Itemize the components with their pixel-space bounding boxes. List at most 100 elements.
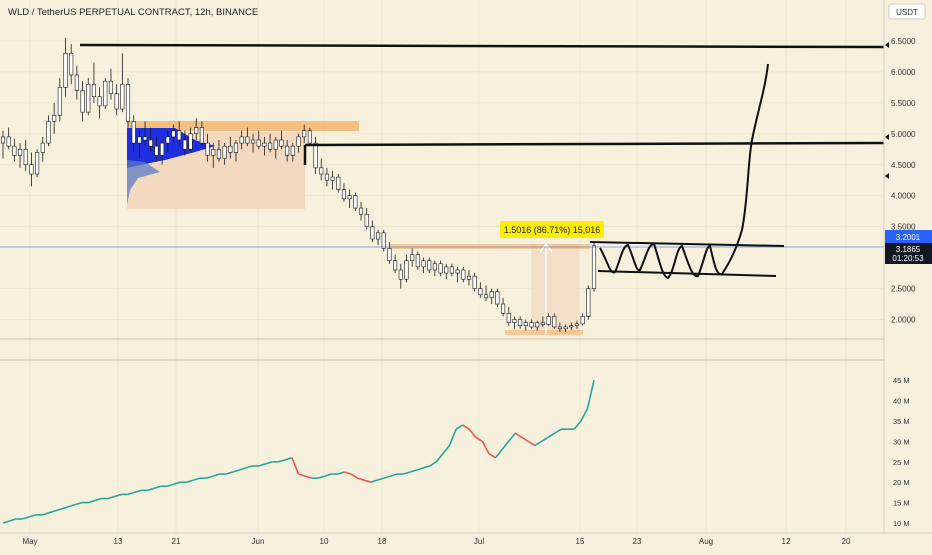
candle-body <box>233 142 239 153</box>
candle-body <box>12 145 17 156</box>
volume-segment <box>455 424 464 430</box>
volume-segment <box>226 471 234 475</box>
candle-body <box>228 145 233 153</box>
candle <box>279 130 284 150</box>
candle <box>250 133 256 153</box>
candle <box>449 263 454 277</box>
candle <box>529 319 534 329</box>
volume-segment <box>324 473 332 477</box>
volume-segment <box>350 473 359 479</box>
candle <box>381 229 386 252</box>
drawn-level-line-mid[interactable] <box>304 141 885 147</box>
candle-body <box>245 136 250 144</box>
candle-body <box>466 275 472 280</box>
candle <box>393 254 398 274</box>
drawn-projection-path[interactable] <box>599 63 769 280</box>
candle <box>17 143 23 168</box>
candle <box>154 136 159 162</box>
volume-segment <box>258 463 266 467</box>
candle-body <box>273 139 278 150</box>
candle <box>495 288 500 308</box>
candle <box>353 192 358 212</box>
candle <box>302 124 307 144</box>
volume-segment <box>55 507 63 512</box>
candle <box>114 84 119 116</box>
candle <box>69 44 74 85</box>
candle <box>222 143 227 165</box>
candle-body <box>586 288 591 317</box>
candle <box>273 136 278 159</box>
measure-label: 1.5016 (86.71%) 15,016 <box>504 225 601 235</box>
candle-body <box>69 53 74 76</box>
drawn-channel-bottom[interactable] <box>597 270 777 277</box>
time-tick-label: Jun <box>252 537 265 546</box>
volume-segment <box>29 514 37 518</box>
candle-body <box>256 139 261 147</box>
candle <box>438 260 443 277</box>
candle <box>586 285 591 320</box>
candle <box>591 242 597 292</box>
price-tick-label: 4.5000 <box>891 161 916 170</box>
candle <box>404 254 409 283</box>
candle <box>324 167 329 187</box>
price-tick-label: 5.5000 <box>891 99 916 108</box>
volume-profile <box>127 128 215 168</box>
drawn-level-line-top[interactable] <box>79 43 885 49</box>
candle-body <box>285 145 290 156</box>
candle <box>557 322 562 332</box>
candle-body <box>506 313 511 323</box>
candle-body <box>131 121 136 144</box>
candle <box>358 201 364 221</box>
candle <box>171 124 176 144</box>
time-axis[interactable]: May 13 21 Jun 10 18 Jul 15 23 Aug 12 20 <box>22 537 851 546</box>
volume-segment <box>153 485 161 490</box>
candle <box>518 316 523 329</box>
candle <box>563 324 568 332</box>
price-axis[interactable] <box>884 0 932 533</box>
currency-badge[interactable] <box>888 3 926 20</box>
candle-body <box>143 136 148 141</box>
candle-body <box>313 142 318 169</box>
volume-segment <box>521 436 529 443</box>
candle-body <box>63 53 68 88</box>
candle <box>12 138 17 162</box>
candle-body <box>250 139 256 144</box>
candle <box>86 78 91 116</box>
candle <box>501 297 506 317</box>
volume-segment <box>245 465 253 469</box>
candle <box>125 78 131 128</box>
volume-segment <box>173 481 181 486</box>
volume-segment <box>429 461 437 467</box>
candle-body <box>91 83 96 97</box>
candle-body <box>546 316 551 325</box>
drawn-channel-top[interactable] <box>589 241 785 247</box>
candle-body <box>194 127 199 135</box>
candle <box>262 136 267 156</box>
volume-segment <box>206 475 214 479</box>
candle <box>23 139 28 171</box>
volume-segment <box>147 487 155 492</box>
candle-body <box>199 127 204 144</box>
candle <box>233 139 239 162</box>
volume-tick-label: 15 M <box>893 499 910 508</box>
candle-body <box>381 232 386 249</box>
volume-segment <box>291 457 300 475</box>
candle-body <box>160 142 165 156</box>
candle <box>472 273 477 292</box>
candle <box>131 115 136 153</box>
candle <box>569 322 574 331</box>
candle <box>540 316 545 327</box>
candle <box>199 121 204 147</box>
measure-arrow-head <box>539 242 553 253</box>
candle-body <box>529 322 534 328</box>
candle <box>410 248 415 267</box>
candle-body <box>148 139 153 147</box>
candle-body <box>86 83 91 113</box>
volume-segment <box>357 477 365 481</box>
time-tick-label: Jul <box>474 537 484 546</box>
candle <box>370 220 375 243</box>
candle-body <box>449 266 454 274</box>
volume-segment <box>88 499 96 504</box>
candle-body <box>6 136 11 147</box>
